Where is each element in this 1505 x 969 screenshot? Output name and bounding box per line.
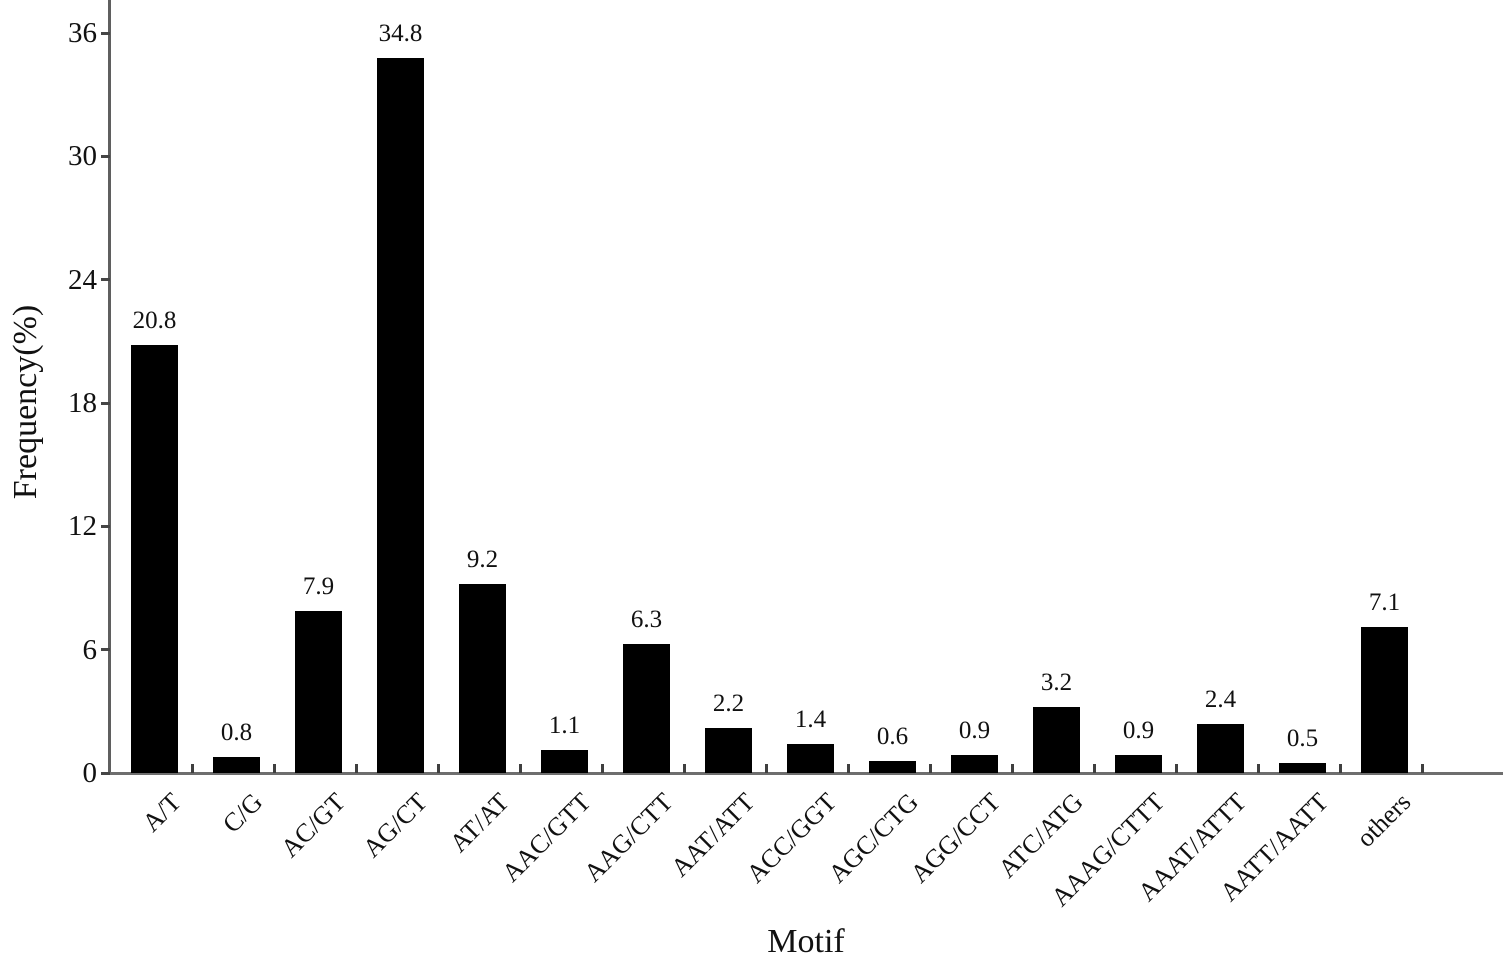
y-axis-line	[107, 0, 111, 775]
x-tick-mark	[1420, 764, 1424, 773]
bar-aaag-cttt	[1115, 754, 1162, 773]
bar-atc-atg	[1033, 707, 1080, 773]
x-axis-title: Motif	[767, 923, 845, 960]
x-tick-label: AAG/CTT	[578, 787, 679, 888]
bar-ag-ct	[377, 57, 424, 773]
x-tick-label: AC/GT	[274, 787, 351, 863]
bar-c-g	[213, 756, 260, 773]
bar-agg-cct	[951, 754, 998, 773]
y-tick-label: 24	[68, 263, 97, 296]
bar-aag-ctt	[623, 643, 670, 773]
bar-acc-ggt	[787, 744, 834, 773]
y-tick-mark	[101, 771, 110, 775]
y-tick-label: 12	[68, 510, 97, 543]
x-tick-mark	[272, 764, 276, 773]
bar-aac-gtt	[541, 750, 588, 773]
y-tick-mark	[101, 31, 110, 35]
bar-value-label: 7.9	[302, 572, 335, 600]
bar-ac-gt	[295, 610, 342, 773]
x-tick-mark	[1338, 764, 1342, 773]
bar-value-label: 20.8	[132, 307, 177, 335]
bar-value-label: 0.5	[1286, 724, 1319, 752]
x-tick-mark	[1010, 764, 1014, 773]
bar-value-label: 6.3	[630, 605, 663, 633]
x-tick-mark	[518, 764, 522, 773]
x-tick-mark	[846, 764, 850, 773]
bar-value-label: 3.2	[1040, 669, 1073, 697]
bar-value-label: 0.9	[958, 716, 991, 744]
bar-a-t	[131, 345, 178, 773]
bar-value-label: 2.4	[1204, 685, 1237, 713]
bar-agc-ctg	[869, 760, 916, 773]
x-tick-mark	[190, 764, 194, 773]
y-tick-mark	[101, 648, 110, 652]
x-tick-mark	[1256, 764, 1260, 773]
x-tick-label: A/T	[136, 787, 187, 838]
x-tick-mark	[764, 764, 768, 773]
x-tick-label: AT/AT	[443, 787, 515, 858]
x-tick-label: C/G	[217, 787, 269, 839]
x-tick-mark	[1174, 764, 1178, 773]
y-tick-label: 36	[68, 17, 97, 49]
bar-aaat-attt	[1197, 723, 1244, 773]
x-tick-label: AG/CT	[356, 787, 433, 863]
bar-value-label: 9.2	[466, 545, 499, 573]
y-axis-title: Frequency(%)	[7, 304, 44, 500]
bar-value-label: 34.8	[378, 19, 423, 47]
bar-aatt-aatt	[1279, 762, 1326, 773]
y-tick-mark	[101, 278, 110, 282]
y-tick-label: 0	[82, 757, 98, 789]
x-tick-mark	[928, 764, 932, 773]
bar-value-label: 0.6	[876, 722, 909, 750]
bar-value-label: 0.9	[1122, 716, 1155, 744]
y-tick-mark	[101, 524, 110, 528]
bar-value-label: 2.2	[712, 689, 745, 717]
y-tick-label: 18	[68, 387, 97, 419]
bar-value-label: 1.4	[794, 706, 827, 734]
x-tick-label: others	[1350, 787, 1417, 853]
y-tick-label: 6	[82, 633, 98, 666]
x-tick-mark	[682, 764, 686, 773]
x-tick-mark	[436, 764, 440, 773]
x-tick-mark	[354, 764, 358, 773]
bar-aat-att	[705, 727, 752, 773]
bar-value-label: 0.8	[220, 718, 253, 746]
bar-at-at	[459, 583, 506, 773]
y-tick-label: 30	[68, 140, 97, 173]
bar-value-label: 1.1	[548, 712, 581, 740]
x-tick-label: AGG/CCT	[905, 787, 1007, 889]
x-axis-line	[107, 772, 1503, 775]
bar-value-label: 7.1	[1368, 589, 1401, 617]
bar-others	[1361, 627, 1408, 773]
y-tick-mark	[101, 401, 110, 405]
x-tick-mark	[600, 764, 604, 773]
x-tick-label: AAC/GTT	[496, 787, 597, 888]
x-tick-mark	[1092, 764, 1096, 773]
y-tick-mark	[101, 154, 110, 158]
